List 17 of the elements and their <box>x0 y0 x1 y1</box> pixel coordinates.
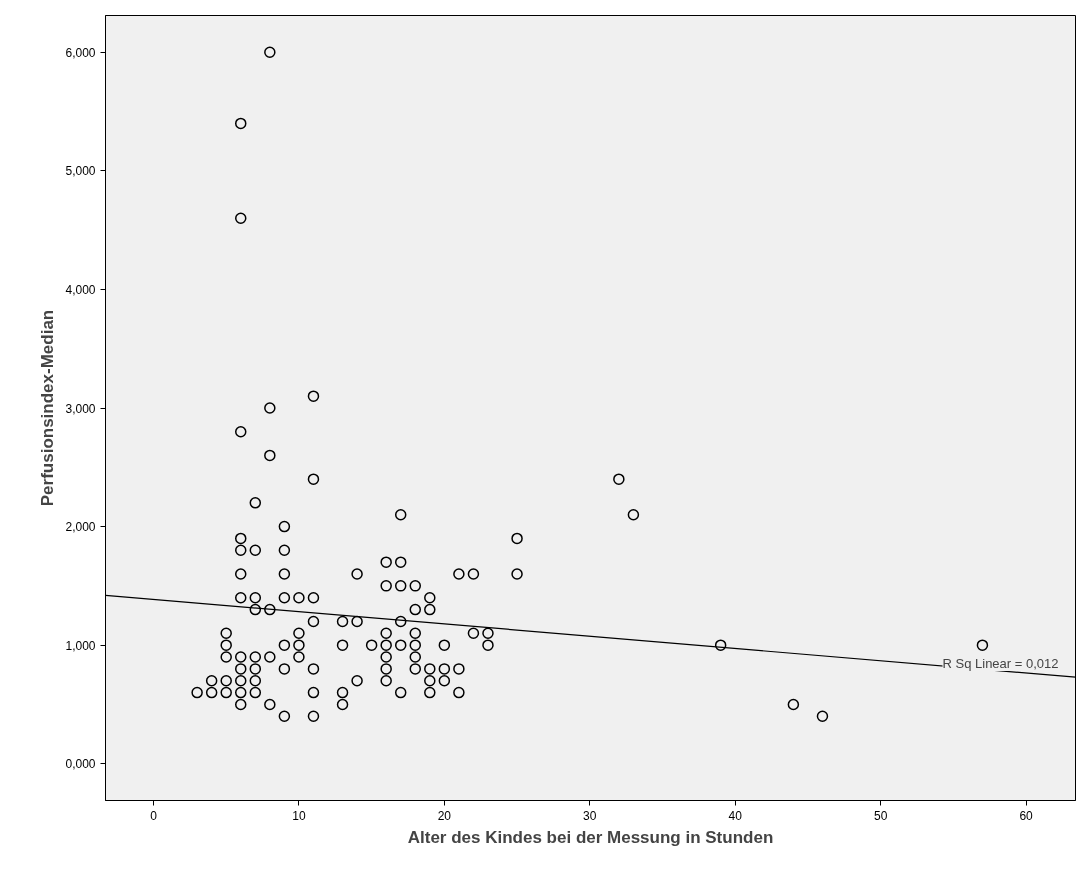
y-tick-label: 5,000 <box>65 164 96 179</box>
x-tick-label: 40 <box>728 808 743 823</box>
y-tick-label: 1,000 <box>65 638 96 653</box>
y-tick-label: 3,000 <box>65 401 96 416</box>
y-tick-label: 2,000 <box>65 520 96 535</box>
x-tick-label: 20 <box>437 808 452 823</box>
y-axis-title: Perfusionsindex-Median <box>38 309 58 507</box>
x-tick-label: 0 <box>150 808 158 823</box>
y-tick-label: 4,000 <box>65 282 96 297</box>
x-tick-label: 30 <box>583 808 597 823</box>
annotation: R Sq Linear = 0,012 <box>942 656 1059 671</box>
x-tick-label: 60 <box>1019 808 1034 823</box>
x-tick-label: 10 <box>292 808 306 823</box>
y-tick-label: 0,000 <box>65 757 96 772</box>
x-tick-label: 50 <box>873 808 888 823</box>
y-tick-label: 6,000 <box>65 45 96 60</box>
x-axis-title: Alter des Kindes bei der Messung in Stunden <box>407 827 774 847</box>
